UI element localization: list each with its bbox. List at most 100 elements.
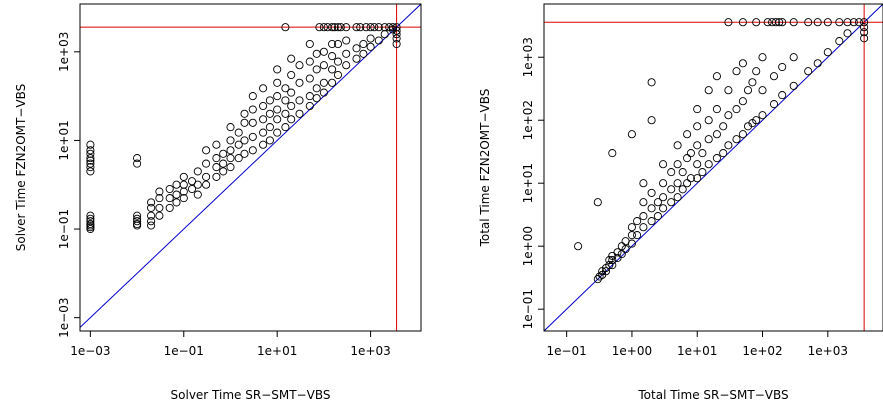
data-point: [673, 193, 682, 202]
data-point: [240, 149, 249, 158]
data-point: [212, 154, 221, 163]
x-tick-label: 1e−01: [164, 344, 204, 358]
data-point: [259, 140, 268, 149]
data-point: [295, 78, 304, 87]
data-point: [659, 160, 668, 169]
data-point: [352, 54, 361, 63]
data-point: [319, 23, 328, 32]
data-point: [593, 198, 602, 207]
data-point: [240, 136, 249, 145]
data-point: [165, 203, 174, 212]
data-point: [738, 59, 747, 68]
data-point: [86, 217, 95, 226]
data-point: [804, 67, 813, 76]
data-point: [633, 217, 642, 226]
data-point: [179, 194, 188, 203]
data-point: [295, 96, 304, 105]
data-point: [843, 18, 852, 27]
data-point: [333, 23, 343, 32]
data-point: [712, 72, 721, 81]
data-point: [667, 168, 676, 177]
data-point: [333, 70, 343, 80]
data-point: [328, 39, 337, 49]
x-axis-label: Solver Time SR−SMT−VBS: [171, 388, 331, 402]
data-point: [763, 18, 772, 27]
data-point: [328, 52, 337, 61]
data-point: [659, 179, 668, 188]
data-point: [738, 97, 747, 106]
data-point: [823, 48, 832, 57]
left-scatter-panel: 1e−03 1e−01 1e+01 1e+03 1e−03 1e−01 1e+01 1e+03…: [14, 3, 422, 402]
data-point: [653, 198, 662, 207]
data-point: [724, 18, 733, 27]
y-tick-label: 1e−01: [521, 289, 535, 329]
data-point: [748, 78, 757, 87]
y-tick-label: 1e+01: [521, 163, 535, 203]
data-point: [771, 18, 780, 27]
data-point: [273, 78, 282, 87]
data-point: [147, 198, 156, 207]
data-point: [712, 105, 721, 114]
data-point: [758, 111, 767, 120]
data-point: [860, 18, 869, 27]
data-point: [704, 116, 713, 125]
data-point: [202, 180, 211, 189]
plot-frame: [79, 3, 422, 332]
data-point: [380, 30, 389, 39]
data-point: [333, 57, 343, 66]
data-point: [273, 115, 282, 124]
data-point: [155, 194, 164, 203]
data-point: [356, 23, 365, 32]
data-point: [608, 261, 617, 270]
data-point: [226, 154, 235, 163]
data-point: [265, 109, 274, 118]
plot-area: [544, 4, 883, 331]
data-point: [172, 198, 181, 207]
data-point: [193, 180, 202, 189]
data-point: [732, 135, 741, 144]
data-point: [743, 86, 753, 95]
x-tick-label: 1e+00: [612, 344, 652, 358]
data-point: [342, 36, 351, 45]
y-tick-label: 1e+03: [521, 37, 535, 77]
data-point: [392, 34, 401, 43]
data-point: [133, 217, 142, 226]
x-tick-label: 1e+01: [677, 344, 717, 358]
data-point: [843, 29, 852, 38]
data-point: [775, 18, 784, 27]
data-point: [593, 275, 602, 284]
data-point: [287, 54, 296, 63]
data-point: [704, 135, 713, 144]
data-point: [328, 65, 337, 74]
data-point: [659, 204, 668, 213]
data-point: [653, 212, 662, 221]
data-point: [639, 223, 648, 232]
data-point: [860, 28, 869, 37]
data-point: [823, 18, 832, 27]
data-point: [86, 163, 95, 172]
data-point: [613, 248, 622, 257]
plot-area: [80, 4, 421, 331]
data-point: [155, 187, 164, 196]
data-point: [704, 86, 713, 95]
data-point: [374, 36, 383, 45]
data-point: [719, 149, 728, 158]
data-point: [328, 23, 337, 32]
data-point: [724, 141, 733, 150]
data-point: [281, 84, 290, 93]
data-point: [724, 111, 733, 120]
data-point: [813, 59, 822, 68]
data-point: [639, 212, 648, 221]
data-point: [342, 61, 351, 70]
data-point: [155, 211, 164, 220]
data-point: [147, 203, 156, 212]
data-point: [179, 180, 188, 189]
data-point: [281, 123, 290, 132]
data-point: [219, 149, 228, 158]
data-point: [359, 49, 368, 58]
data-point: [147, 211, 156, 220]
data-point: [667, 185, 676, 194]
data-point: [133, 154, 142, 163]
data-point: [601, 267, 611, 276]
